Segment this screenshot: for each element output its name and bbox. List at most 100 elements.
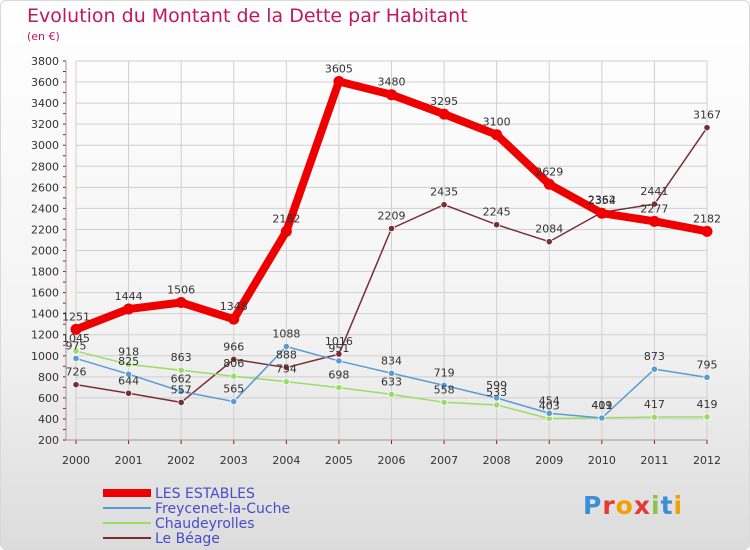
- data-point: [703, 413, 711, 421]
- data-point: [545, 238, 553, 246]
- data-label: 825: [118, 355, 139, 368]
- data-label: 644: [118, 374, 139, 387]
- chart-title: Evolution du Montant de la Dette par Hab…: [27, 5, 468, 27]
- legend-label: Le Béage: [155, 531, 220, 547]
- data-point: [650, 200, 659, 208]
- x-tick-label: 2000: [62, 454, 90, 467]
- data-label: 417: [644, 398, 665, 411]
- data-point: [282, 378, 290, 386]
- data-point: [177, 366, 185, 374]
- data-point: [650, 413, 659, 421]
- data-label: 3295: [430, 95, 458, 108]
- data-point: [175, 297, 187, 309]
- data-label: 2182: [693, 212, 721, 225]
- data-label: 2362: [588, 193, 616, 206]
- data-label: 599: [486, 379, 507, 392]
- data-point: [491, 129, 503, 141]
- y-tick-label: 2400: [31, 202, 59, 215]
- data-label: 3480: [378, 76, 406, 89]
- data-label: 726: [66, 366, 87, 379]
- y-tick-label: 3200: [31, 118, 59, 131]
- y-tick-label: 1000: [31, 350, 59, 363]
- y-tick-label: 3800: [31, 55, 59, 68]
- data-label: 1088: [272, 328, 300, 341]
- data-label: 1506: [167, 284, 195, 297]
- data-label: 698: [328, 369, 349, 382]
- data-point: [228, 313, 240, 325]
- data-point: [596, 207, 608, 219]
- data-label: 2209: [378, 209, 406, 222]
- data-point: [493, 401, 501, 409]
- data-point: [440, 398, 448, 406]
- data-point: [440, 381, 448, 389]
- data-label: 1251: [62, 310, 90, 323]
- data-point: [124, 389, 133, 397]
- data-point: [230, 372, 238, 380]
- data-point: [177, 398, 185, 407]
- data-point: [72, 354, 80, 363]
- data-label: 918: [118, 345, 139, 358]
- data-point: [335, 357, 343, 365]
- y-tick-label: 400: [38, 413, 59, 426]
- x-tick-label: 2007: [430, 454, 458, 467]
- data-label: 411: [591, 399, 612, 412]
- data-point: [72, 347, 80, 355]
- data-label: 966: [223, 340, 244, 353]
- data-label: 873: [644, 350, 665, 363]
- y-tick-label: 3600: [31, 76, 59, 89]
- data-label: 2629: [535, 165, 563, 178]
- x-tick-label: 2003: [220, 454, 248, 467]
- data-label: 2354: [588, 194, 616, 207]
- data-point: [387, 390, 396, 399]
- data-label: 403: [539, 400, 560, 413]
- data-label: 1348: [220, 300, 248, 313]
- data-label: 975: [66, 339, 87, 352]
- data-label: 558: [434, 383, 455, 396]
- legend-label: Chaudeyrolles: [155, 516, 255, 532]
- data-point: [230, 355, 238, 363]
- data-label: 3605: [325, 63, 353, 76]
- data-point: [440, 201, 448, 209]
- logo-letter: t: [660, 491, 674, 520]
- data-point: [543, 178, 555, 190]
- data-point: [70, 323, 82, 335]
- y-tick-label: 2200: [31, 223, 59, 236]
- data-label: 1045: [62, 332, 90, 345]
- x-tick-label: 2011: [640, 454, 668, 467]
- data-label: 2182: [272, 212, 300, 225]
- data-label: 633: [381, 375, 402, 388]
- logo-letter: x: [633, 491, 651, 520]
- data-point: [282, 363, 290, 372]
- y-tick-label: 3000: [31, 139, 59, 152]
- logo-letter: i: [673, 491, 684, 520]
- data-label: 863: [171, 351, 192, 364]
- data-point: [387, 369, 396, 377]
- y-tick-label: 1800: [31, 266, 59, 279]
- x-tick-label: 2005: [325, 454, 353, 467]
- data-label: 888: [276, 349, 297, 362]
- data-point: [335, 350, 343, 358]
- y-tick-label: 600: [38, 392, 59, 405]
- legend: LES ESTABLESFreycenet-la-CucheChaudeyrol…: [103, 486, 290, 547]
- data-label: 662: [171, 372, 192, 385]
- data-label: 2435: [430, 186, 458, 199]
- data-label: 409: [591, 399, 612, 412]
- y-tick-label: 2000: [31, 245, 59, 258]
- x-tick-label: 2012: [693, 454, 721, 467]
- data-point: [493, 221, 501, 229]
- y-tick-label: 1200: [31, 329, 59, 342]
- data-label: 1444: [115, 290, 143, 303]
- data-point: [123, 303, 135, 315]
- data-point: [72, 381, 80, 389]
- data-label: 719: [434, 366, 455, 379]
- data-label: 533: [486, 386, 507, 399]
- data-label: 454: [539, 394, 560, 407]
- data-label: 1016: [325, 335, 353, 348]
- data-label: 565: [223, 383, 244, 396]
- logo-letter: P: [583, 491, 603, 520]
- y-tick-label: 800: [38, 371, 59, 384]
- data-label: 2084: [535, 223, 563, 236]
- x-tick-label: 2001: [115, 454, 143, 467]
- data-label: 951: [328, 342, 349, 355]
